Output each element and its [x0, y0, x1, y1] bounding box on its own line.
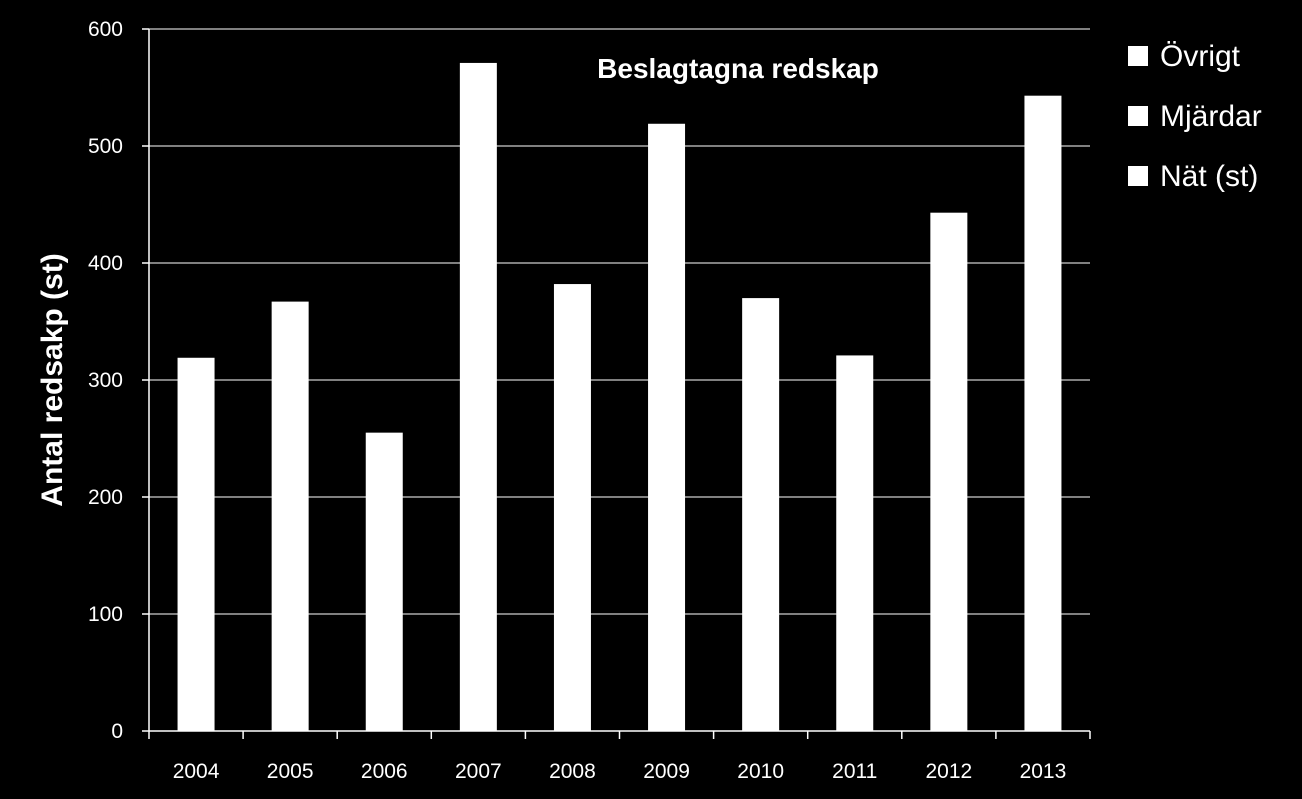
legend-swatch-1 — [1128, 106, 1148, 126]
y-tick-label-200: 200 — [88, 486, 123, 509]
x-tick-label-2004: 2004 — [173, 760, 220, 783]
bar-2011-s2 — [836, 355, 874, 731]
bar-2009-s2 — [648, 123, 686, 731]
y-tick-label-300: 300 — [88, 369, 123, 392]
bar-2007-s2 — [459, 62, 497, 732]
chart-title: Beslagtagna redskap — [597, 53, 879, 84]
bar-2005-s2 — [271, 301, 309, 731]
bars — [177, 62, 1062, 732]
y-axis-label: Antal redsakp (st) — [36, 253, 69, 506]
x-tick-label-2013: 2013 — [1020, 760, 1067, 783]
x-tick-label-2010: 2010 — [737, 760, 784, 783]
bar-2004-s2 — [177, 357, 215, 731]
x-tick-label-2007: 2007 — [455, 760, 502, 783]
y-tick-label-500: 500 — [88, 135, 123, 158]
bar-2006-s2 — [365, 432, 403, 731]
x-tick-label-2009: 2009 — [643, 760, 690, 783]
x-tick-label-2006: 2006 — [361, 760, 408, 783]
bar-2010-s2 — [742, 298, 780, 731]
y-tick-label-400: 400 — [88, 252, 123, 275]
bar-2013-s2 — [1024, 95, 1062, 731]
bar-2012-s2 — [930, 212, 968, 731]
legend-swatch-0 — [1128, 46, 1148, 66]
x-tick-label-2008: 2008 — [549, 760, 596, 783]
y-tick-label-600: 600 — [88, 18, 123, 41]
legend-swatch-2 — [1128, 166, 1148, 186]
bar-2008-s2 — [553, 284, 591, 731]
y-tick-label-0: 0 — [111, 720, 123, 743]
legend: Övrigt Mjärdar Nät (st) — [1128, 40, 1262, 193]
y-axis-ticks: 0 100 200 300 400 500 600 — [88, 18, 149, 743]
x-tick-label-2005: 2005 — [267, 760, 314, 783]
x-axis-ticks: 2004 2005 2006 2007 2008 2009 2010 2011 2012 2013 — [148, 731, 1091, 783]
y-tick-label-100: 100 — [88, 603, 123, 626]
legend-label-0: Övrigt — [1160, 40, 1241, 73]
x-tick-label-2011: 2011 — [832, 760, 877, 783]
legend-label-1: Mjärdar — [1160, 100, 1262, 133]
x-tick-label-2012: 2012 — [925, 760, 972, 783]
legend-label-2: Nät (st) — [1160, 160, 1258, 193]
